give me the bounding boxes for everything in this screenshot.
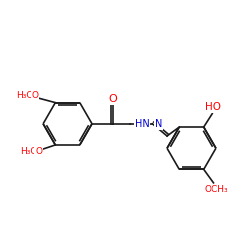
Text: O: O	[35, 147, 42, 156]
Text: O: O	[32, 91, 38, 100]
Text: H₃C: H₃C	[20, 147, 37, 156]
Text: H₃C: H₃C	[16, 91, 33, 100]
Text: HN: HN	[135, 119, 150, 129]
Text: N: N	[155, 119, 162, 129]
Text: HO: HO	[206, 102, 222, 113]
Text: O: O	[108, 94, 117, 104]
Text: OCH₃: OCH₃	[204, 185, 228, 194]
